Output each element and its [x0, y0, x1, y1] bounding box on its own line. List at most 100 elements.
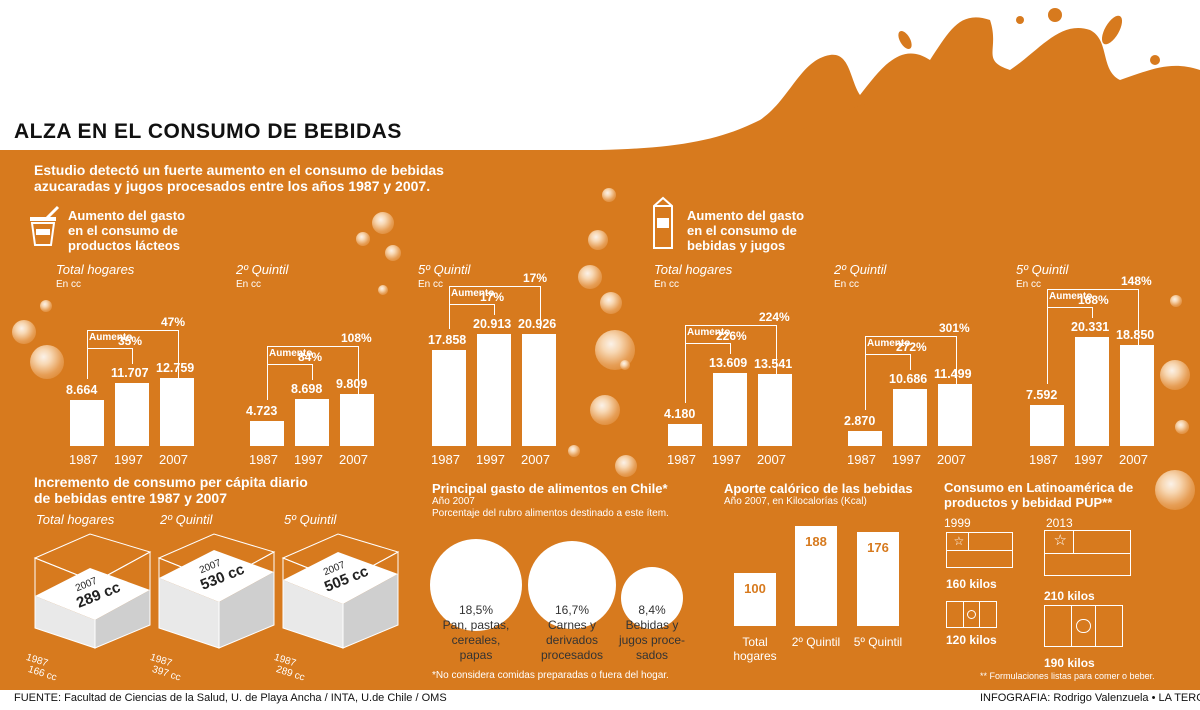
yogurt-cup-icon: [30, 205, 60, 246]
dairy-bracket-outer: [267, 346, 359, 400]
eagle-emblem-icon: [1076, 618, 1091, 634]
mexico-flag-icon: [1044, 605, 1123, 647]
drinks-aumento-label: Aumento: [687, 327, 731, 338]
food-footnote: *No considera comidas preparadas o fuera…: [432, 670, 669, 681]
percapita-group-label: 2º Quintil: [160, 512, 213, 527]
drinks-bracket-outer: [1047, 289, 1139, 384]
flag-canton: [968, 533, 970, 550]
drinks-pct-mid: 168%: [1078, 293, 1109, 307]
caloric-title: Aporte calórico de las bebidas: [724, 481, 913, 496]
drinks-unit: En cc: [654, 279, 680, 290]
dairy-group-label: 5º Quintil: [418, 262, 471, 277]
drinks-bar-value: 13.609: [709, 356, 748, 370]
dairy-bracket-inner: [87, 348, 133, 364]
flag-stripe: [947, 550, 1012, 551]
dairy-aumento-label: Aumento: [269, 348, 313, 359]
dairy-pct-mid: 84%: [298, 350, 323, 364]
drinks-title: Aumento del gasto en el consumo de bebidas…: [687, 208, 805, 253]
latam-footnote: ** Formulaciones listas para comer o beb…: [980, 671, 1155, 681]
latam-kilos-label: 210 kilos: [1044, 589, 1095, 603]
dairy-bar: [432, 350, 466, 446]
drinks-year-label: 2007: [937, 452, 966, 467]
footer-credit: INFOGRAFIA: Rodrigo Valenzuela • LA TERC…: [980, 692, 1200, 704]
dairy-unit: En cc: [236, 279, 262, 290]
drinks-pct-end: 148%: [1121, 274, 1152, 288]
caloric-bar: 176: [857, 532, 899, 626]
footer-source: FUENTE: Facultad de Ciencias de la Salud…: [14, 692, 447, 704]
drinks-bracket-inner: [1047, 307, 1093, 318]
drinks-pct-end: 301%: [939, 321, 970, 335]
food-circle-text: 18,5% Pan, pastas, cereales, papas: [442, 603, 510, 662]
percapita-title: Incremento de consumo per cápita diario d…: [34, 474, 308, 506]
dairy-pct-end: 47%: [161, 315, 186, 329]
dairy-bar: [522, 334, 556, 446]
drinks-bar: [668, 424, 702, 446]
drinks-group-label: 2º Quintil: [834, 262, 887, 277]
drinks-aumento-label: Aumento: [1049, 291, 1093, 302]
dairy-pct-mid: 35%: [118, 334, 143, 348]
drinks-year-label: 1987: [1029, 452, 1058, 467]
percapita-cube: [281, 533, 400, 649]
percapita-group-label: Total hogares: [36, 512, 115, 527]
caloric-bar: 100: [734, 573, 776, 626]
drinks-bracket-inner: [685, 343, 731, 354]
dairy-bar-value: 8.664: [66, 383, 98, 397]
caloric-label: Total hogares: [733, 635, 777, 663]
drinks-bar-value: 11.499: [934, 367, 972, 381]
dairy-pct-end: 108%: [341, 331, 372, 345]
food-subtitle: Porcentaje del rubro alimentos destinado…: [432, 508, 669, 519]
drinks-bar: [938, 384, 972, 446]
dairy-bracket-inner: [449, 304, 495, 315]
dairy-bar-value: 11.707: [111, 366, 149, 380]
dairy-aumento-label: Aumento: [89, 332, 133, 343]
star-icon: ☆: [953, 533, 965, 548]
caloric-bar: 188: [795, 526, 837, 626]
dairy-year-label: 1987: [431, 452, 460, 467]
food-year: Año 2007: [432, 496, 475, 507]
dairy-year-label: 1997: [294, 452, 323, 467]
drinks-pct-mid: 272%: [896, 340, 927, 354]
dairy-year-label: 1997: [476, 452, 505, 467]
dairy-unit: En cc: [418, 279, 444, 290]
dairy-bar: [250, 421, 284, 446]
flag-bands: [1070, 606, 1097, 646]
drinks-group-label: 5º Quintil: [1016, 262, 1069, 277]
dairy-group-label: 2º Quintil: [236, 262, 289, 277]
drinks-bracket-inner: [865, 354, 911, 370]
dairy-bracket-inner: [267, 364, 313, 380]
food-circle: [430, 539, 522, 631]
dairy-pct-mid: 17%: [480, 290, 505, 304]
drinks-year-label: 1997: [892, 452, 921, 467]
drinks-bracket-outer: [685, 325, 777, 403]
dairy-year-label: 2007: [339, 452, 368, 467]
food-circle: [621, 567, 683, 629]
mexico-flag-icon: [946, 601, 997, 628]
food-title: Principal gasto de alimentos en Chile*: [432, 481, 668, 496]
drinks-bar: [1030, 405, 1064, 446]
caloric-subtitle: Año 2007, en Kilocalorías (Kcal): [724, 496, 867, 507]
dairy-bracket-outer: [87, 330, 179, 379]
dairy-aumento-label: Aumento: [451, 288, 495, 299]
drinks-bar: [713, 373, 747, 446]
dairy-bar: [295, 399, 329, 446]
dairy-bar-value: 17.858: [428, 333, 467, 347]
latam-year-1999: 1999: [944, 516, 971, 530]
flag-bands: [963, 602, 980, 627]
dairy-year-label: 2007: [521, 452, 550, 467]
drinks-bar: [893, 389, 927, 446]
flag-stripe: [1045, 553, 1130, 554]
drinks-year-label: 1997: [1074, 452, 1103, 467]
dairy-group-label: Total hogares: [56, 262, 135, 277]
dairy-bar: [70, 400, 104, 446]
dairy-year-label: 1997: [114, 452, 143, 467]
drinks-bracket-outer: [865, 336, 957, 410]
food-circle-text: 16,7% Carnes y derivados procesados: [540, 603, 604, 662]
percapita-cube: [157, 533, 276, 649]
latam-kilos-label: 160 kilos: [946, 577, 997, 591]
dairy-year-label: 2007: [159, 452, 188, 467]
drinks-bar-value: 18.850: [1116, 328, 1155, 342]
drinks-year-label: 2007: [757, 452, 786, 467]
intro-line-1: Estudio detectó un fuerte aumento en el …: [34, 162, 444, 178]
drinks-pct-end: 224%: [759, 310, 790, 324]
dairy-bracket-outer: [449, 286, 541, 329]
